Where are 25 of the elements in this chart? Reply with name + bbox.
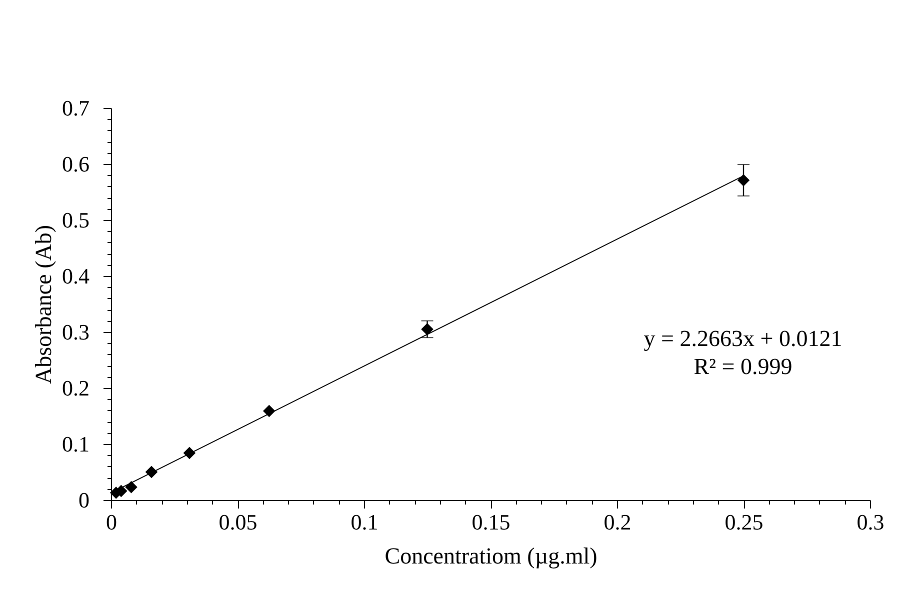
annotation: y = 2.2663x + 0.0121 <box>644 326 842 351</box>
x-tick-label: 0.1 <box>350 510 378 534</box>
y-tick-label: 0 <box>78 488 90 512</box>
point <box>125 480 138 494</box>
y-axis-title: Absorbance (Ab) <box>31 224 56 384</box>
x-tick-label: 0.2 <box>604 510 632 534</box>
y-tick-label: 0.7 <box>62 96 90 120</box>
y-tick-label: 0.4 <box>62 264 90 288</box>
annotation: R² = 0.999 <box>694 354 792 379</box>
x-tick-label: 0.05 <box>218 510 258 534</box>
point <box>263 404 276 418</box>
point <box>737 174 750 186</box>
x-axis-title: Concentratiom (µg.ml) <box>384 544 598 568</box>
x-tick-label: 0.25 <box>724 510 764 534</box>
point <box>421 323 434 336</box>
y-tick-label: 0.2 <box>62 376 90 400</box>
x-tick-label: 0 <box>106 510 117 534</box>
point <box>145 466 158 478</box>
x-tick-label: 0.3 <box>856 510 884 534</box>
y-tick-label: 0.3 <box>62 320 90 344</box>
y-tick-label: 0.5 <box>62 208 90 232</box>
point <box>183 446 196 460</box>
x-tick-label: 0.15 <box>472 510 510 534</box>
y-tick-label: 0.1 <box>62 432 90 456</box>
y-tick-label: 0.6 <box>62 152 90 176</box>
